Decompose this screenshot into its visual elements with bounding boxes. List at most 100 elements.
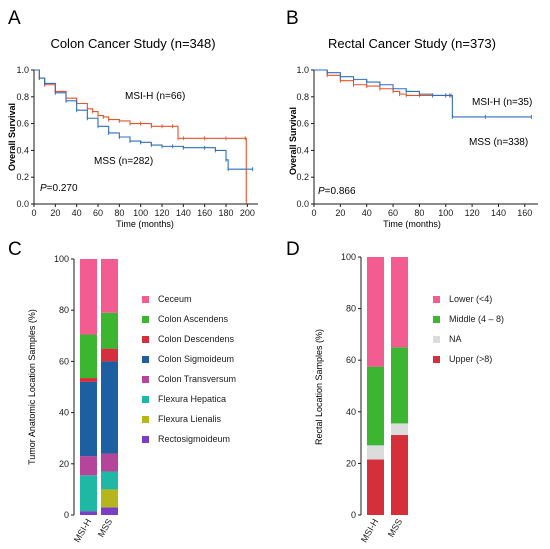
- b-x-tick-label: 120: [465, 208, 480, 218]
- a-x-tick-label: 40: [72, 208, 82, 218]
- chart-b-title: Rectal Cancer Study (n=373): [328, 36, 496, 51]
- a-y-tick-label: 0.4: [16, 145, 29, 155]
- panel-label-b: B: [286, 8, 299, 29]
- b-x-tick-label: 60: [388, 208, 398, 218]
- c-y-tick-label: 20: [59, 459, 69, 469]
- d-bar-segment: [391, 257, 408, 348]
- a-y-tick-label: 0.6: [16, 119, 29, 129]
- c-category-label: MSI-H: [72, 517, 93, 544]
- c-legend-swatch: [142, 376, 149, 383]
- b-x-tick-label: 160: [517, 208, 532, 218]
- a-x-tick-label: 80: [114, 208, 124, 218]
- a-y-tick-label: 0.0: [16, 199, 29, 209]
- chart-b: Rectal Cancer Study (n=373) 0 20 40 60 80 100…: [288, 36, 538, 229]
- d-y-tick-label: 60: [346, 355, 356, 365]
- b-curve-msi-h: [314, 69, 452, 97]
- chart-a-xlabel: Time (months): [116, 219, 174, 229]
- c-y-tick-label: 80: [59, 305, 69, 315]
- d-legend-swatch: [433, 356, 440, 363]
- c-legend-swatch: [142, 416, 149, 423]
- a-y-tick-label: 0.2: [16, 172, 29, 182]
- d-y-tick-label: 0: [351, 510, 356, 520]
- chart-b-pvalue-value: =0.866: [325, 186, 356, 197]
- panel-label-a: A: [8, 8, 21, 29]
- d-legend-label: Upper (>8): [449, 354, 492, 364]
- a-x-tick-label: 160: [197, 208, 212, 218]
- d-bar-segment: [367, 459, 384, 515]
- b-x-tick-label: 140: [491, 208, 506, 218]
- d-category-label: MSS: [386, 517, 404, 539]
- c-bar-segment: [101, 361, 118, 454]
- c-legend-swatch: [142, 436, 149, 443]
- a-x-tick-label: 200: [240, 208, 255, 218]
- c-y-tick-label: 60: [59, 356, 69, 366]
- d-bar-segment: [391, 435, 408, 515]
- b-y-tick-label: 0.8: [296, 92, 309, 102]
- d-legend-label: NA: [449, 334, 462, 344]
- panel-label-d: D: [286, 239, 300, 260]
- chart-a-title: Colon Cancer Study (n=348): [50, 36, 215, 51]
- c-bar-segment: [80, 334, 97, 379]
- c-bar-segment: [80, 475, 97, 512]
- c-bar-segment: [80, 378, 97, 382]
- panel-label-c: C: [8, 239, 22, 260]
- d-bar-segment: [367, 366, 384, 446]
- chart-a-ylabel: Overall Survival: [7, 103, 17, 171]
- b-x-tick-label: 20: [335, 208, 345, 218]
- chart-d-ylabel: Rectal Location Samples (%): [314, 329, 324, 445]
- b-y-tick-label: 0.4: [296, 145, 309, 155]
- d-legend-swatch: [433, 296, 440, 303]
- b-x-tick-label: 100: [438, 208, 453, 218]
- a-x-tick-label: 60: [93, 208, 103, 218]
- d-legend-label: Middle (4 – 8): [449, 314, 504, 324]
- d-y-tick-label: 80: [346, 304, 356, 314]
- b-x-tick-label: 0: [311, 208, 316, 218]
- c-legend-swatch: [142, 296, 149, 303]
- b-x-tick-label: 40: [362, 208, 372, 218]
- d-bar-segment: [391, 347, 408, 424]
- c-legend-swatch: [142, 356, 149, 363]
- a-curve-mss: [34, 69, 253, 170]
- b-y-tick-label: 1.0: [296, 65, 309, 75]
- a-x-tick-label: 180: [218, 208, 233, 218]
- c-bar-segment: [101, 489, 118, 508]
- a-x-tick-label: 0: [31, 208, 36, 218]
- chart-a-pvalue-prefix: P: [40, 183, 47, 194]
- b-x-tick-label: 80: [414, 208, 424, 218]
- c-category-label: MSS: [96, 517, 114, 539]
- c-bar-segment: [80, 456, 97, 476]
- a-x-tick-label: 120: [154, 208, 169, 218]
- chart-b-ylabel: Overall Survival: [288, 107, 298, 175]
- c-legend-label: Colon Sigmoideum: [158, 354, 234, 364]
- b-y-tick-label: 0.6: [296, 119, 309, 129]
- chart-b-msi-label: MSI-H (n=35): [472, 97, 532, 108]
- c-legend-label: Colon Descendens: [158, 334, 235, 344]
- c-legend-label: Colon Ascendens: [158, 314, 229, 324]
- chart-a: Colon Cancer Study (n=348) 0 20 40 60 80 100 1…: [7, 36, 258, 229]
- d-legend-label: Lower (<4): [449, 294, 492, 304]
- d-legend-swatch: [433, 336, 440, 343]
- d-y-tick-label: 20: [346, 458, 356, 468]
- chart-a-pvalue-value: =0.270: [47, 183, 78, 194]
- c-y-tick-label: 40: [59, 408, 69, 418]
- d-bar-segment: [367, 257, 384, 367]
- c-legend-label: Flexura Hepatica: [158, 394, 226, 404]
- c-y-tick-label: 0: [64, 510, 69, 520]
- c-bar-segment: [101, 312, 118, 349]
- chart-b-xlabel: Time (months): [383, 219, 441, 229]
- chart-b-pvalue: P=0.866: [318, 186, 356, 197]
- chart-b-pvalue-prefix: P: [318, 186, 325, 197]
- c-bar-segment: [80, 511, 97, 515]
- chart-c-ylabel: Tumor Anatomic Location Samples (%): [27, 309, 37, 465]
- d-bar-segment: [367, 445, 384, 460]
- chart-c: 0 20 40 60 80 100 MSI-H MSS Ceceum Colon Ascenden…: [27, 254, 236, 544]
- c-bar-segment: [101, 453, 118, 472]
- chart-a-pvalue: P=0.270: [40, 183, 78, 194]
- c-bar-segment: [80, 381, 97, 457]
- a-x-tick-label: 100: [133, 208, 148, 218]
- c-legend-swatch: [142, 396, 149, 403]
- d-y-tick-label: 100: [341, 252, 356, 262]
- d-category-label: MSI-H: [359, 517, 380, 544]
- a-curve-msi-h: [34, 69, 247, 202]
